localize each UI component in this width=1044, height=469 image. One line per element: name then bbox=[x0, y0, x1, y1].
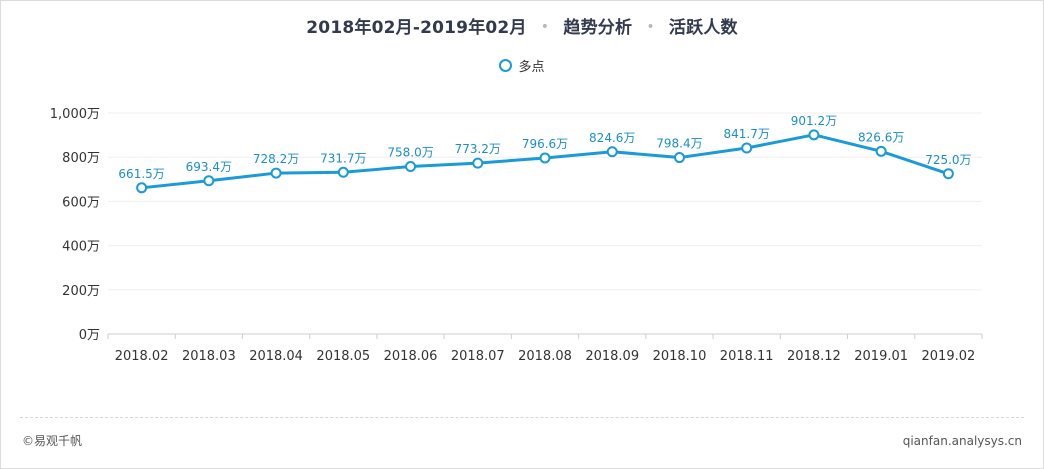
x-tick-label: 2018.10 bbox=[653, 349, 707, 364]
data-point bbox=[942, 168, 954, 180]
data-label: 728.2万 bbox=[253, 152, 299, 166]
title-separator: • bbox=[646, 19, 655, 35]
data-point bbox=[808, 129, 820, 141]
x-tick-label: 2019.02 bbox=[922, 349, 976, 364]
x-tick-label: 2018.03 bbox=[182, 349, 236, 364]
data-point bbox=[673, 152, 685, 164]
data-label: 725.0万 bbox=[925, 153, 971, 167]
x-tick-label: 2018.08 bbox=[518, 349, 572, 364]
title-section: 趋势分析 bbox=[563, 18, 633, 38]
x-tick-label: 2018.05 bbox=[316, 349, 370, 364]
data-point bbox=[472, 157, 484, 169]
chart-legend[interactable]: 多点 bbox=[0, 56, 1044, 75]
title-metric: 活跃人数 bbox=[668, 18, 738, 38]
x-tick-label: 2018.09 bbox=[585, 349, 639, 364]
title-separator: • bbox=[540, 19, 550, 35]
data-label: 841.7万 bbox=[724, 127, 770, 141]
x-tick-label: 2018.02 bbox=[115, 349, 169, 364]
data-label: 773.2万 bbox=[455, 142, 501, 156]
x-tick-label: 2018.12 bbox=[787, 349, 841, 364]
data-point bbox=[203, 175, 215, 187]
y-tick-label: 400万 bbox=[62, 240, 100, 255]
data-label: 758.0万 bbox=[387, 145, 433, 159]
data-label: 731.7万 bbox=[320, 151, 366, 165]
data-label: 693.4万 bbox=[186, 160, 232, 174]
legend-label: 多点 bbox=[518, 60, 545, 75]
data-point bbox=[270, 167, 282, 179]
chart-title: 2018年02月-2019年02月 • 趋势分析 • 活跃人数 bbox=[0, 13, 1044, 38]
data-point bbox=[606, 146, 618, 158]
y-tick-label: 0万 bbox=[79, 328, 100, 343]
x-tick-label: 2019.01 bbox=[854, 349, 908, 364]
x-tick-label: 2018.04 bbox=[249, 349, 303, 364]
x-tick-label: 2018.06 bbox=[384, 349, 438, 364]
x-tick-label: 2018.07 bbox=[451, 349, 505, 364]
data-point bbox=[741, 142, 753, 154]
footer-brand: ©易观千帆 bbox=[22, 434, 83, 448]
y-tick-label: 200万 bbox=[62, 284, 100, 299]
data-label: 824.6万 bbox=[589, 131, 635, 145]
data-point bbox=[875, 145, 887, 157]
legend-circle-icon bbox=[499, 59, 513, 72]
y-tick-label: 1,000万 bbox=[50, 107, 100, 122]
data-label: 901.2万 bbox=[791, 114, 837, 128]
data-point bbox=[405, 160, 417, 172]
data-point bbox=[539, 152, 551, 164]
data-point bbox=[337, 166, 349, 178]
title-date-range: 2018年02月-2019年02月 bbox=[306, 18, 527, 38]
data-point bbox=[136, 182, 148, 194]
data-label: 796.6万 bbox=[522, 137, 568, 151]
y-tick-label: 600万 bbox=[62, 195, 100, 210]
footer-site: qianfan.analysys.cn bbox=[902, 434, 1022, 448]
data-label: 798.4万 bbox=[656, 137, 702, 151]
data-label: 661.5万 bbox=[118, 167, 164, 181]
y-tick-label: 800万 bbox=[62, 151, 100, 166]
data-label: 826.6万 bbox=[858, 130, 904, 144]
x-tick-label: 2018.11 bbox=[720, 349, 774, 364]
footer-divider bbox=[20, 417, 1024, 418]
